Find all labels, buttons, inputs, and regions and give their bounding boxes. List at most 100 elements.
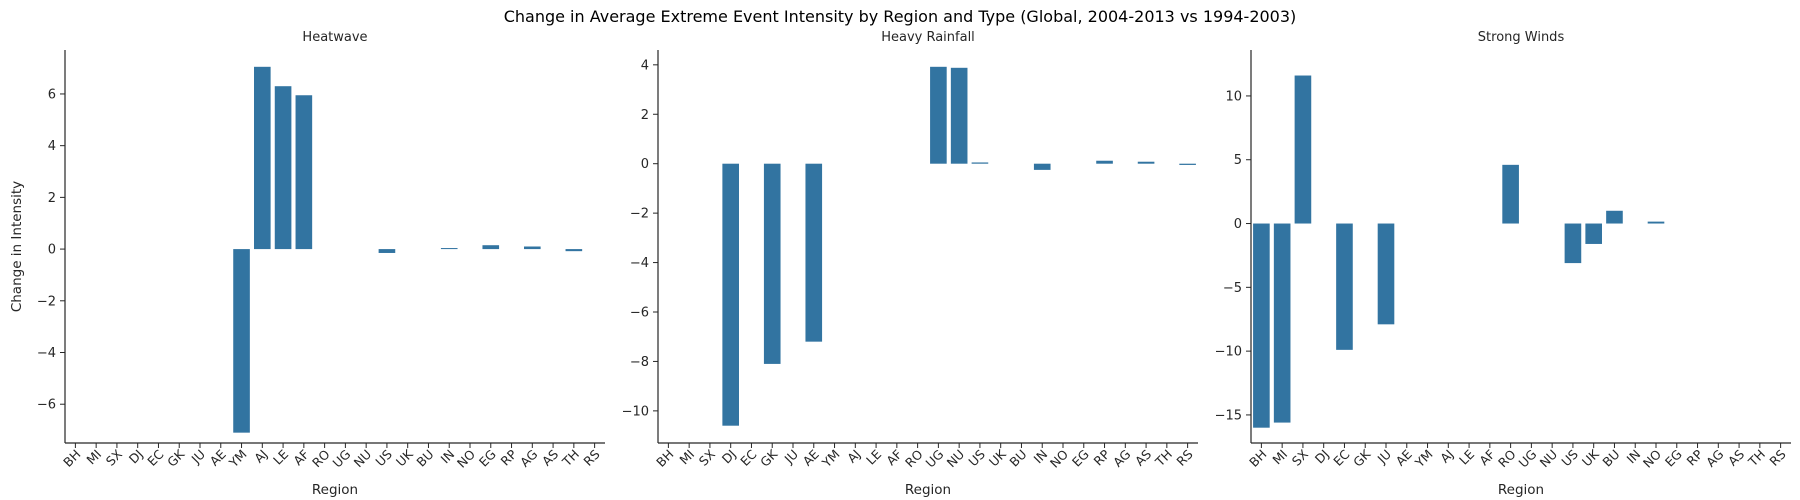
x-tick-label-ju: JU [188,447,208,467]
bar-ro [1502,164,1519,224]
x-tick-label-bu: BU [1599,447,1622,470]
y-tick-label: 2 [48,191,56,206]
x-tick-label-rs: RS [580,446,602,468]
bar-gk [763,163,781,364]
x-tick-label-ec: EC [1330,446,1353,469]
x-tick-label-in: IN [1624,447,1644,467]
y-tick-label: 4 [48,139,56,154]
bar-eg [482,245,500,250]
x-tick-label-mi: MI [83,447,104,468]
x-tick-label-bh: BH [60,447,83,470]
x-tick-label-ae: AE [207,446,229,468]
y-tick-label: −8 [630,355,649,370]
x-tick-label-le: LE [270,446,291,467]
x-tick-label-sx: SX [103,446,126,469]
bar-ag [524,246,541,250]
x-tick-label-aj: AJ [251,447,270,466]
y-tick-label: −10 [1215,345,1242,360]
y-tick-label: 0 [48,243,56,258]
x-tick-label-mi: MI [676,447,697,468]
x-tick-label-in: IN [438,447,458,467]
bar-le [274,86,292,250]
x-tick-label-bh: BH [1246,447,1269,470]
x-tick-label-aj: AJ [844,447,863,466]
bar-us [971,162,989,164]
x-tick-label-no: NO [454,446,478,470]
y-axis-label: Change in Intensity [9,181,25,312]
x-tick-label-nu: NU [1537,447,1561,471]
x-tick-label-gk: GK [757,446,781,470]
bar-ec [1336,223,1353,350]
y-tick-label: 5 [1234,153,1242,168]
x-tick-label-rp: RP [1684,446,1706,468]
x-tick-label-ae: AE [800,446,822,468]
bar-rs [1179,163,1196,165]
x-tick-label-ae: AE [1393,446,1415,468]
y-tick-label: −2 [37,294,56,309]
x-tick-label-ag: AG [517,447,540,470]
x-tick-label-nu: NU [944,447,968,471]
bar-uk [1585,223,1602,244]
bar-us [1564,223,1582,264]
bar-as [1137,161,1155,164]
x-tick-label-gk: GK [1350,446,1374,470]
x-axis-label: Region [905,482,951,498]
x-tick-label-th: TH [1152,447,1175,470]
y-tick-label: −5 [1223,281,1242,296]
bar-ym [233,249,250,433]
x-tick-label-th: TH [1745,447,1768,470]
x-tick-label-us: US [372,446,395,469]
x-tick-label-as: AS [1132,446,1154,468]
x-tick-label-no: NO [1047,446,1071,470]
y-tick-label: −6 [37,398,56,413]
y-tick-label: −4 [630,256,649,271]
x-tick-label-bu: BU [413,447,436,470]
x-tick-label-le: LE [863,446,884,467]
bar-rp [1096,160,1113,164]
bar-no [1647,221,1665,224]
x-tick-label-th: TH [559,447,582,470]
y-tick-label: −2 [630,207,649,222]
bar-ae [805,163,823,342]
x-tick-label-ro: RO [902,446,926,470]
x-tick-label-uk: UK [986,446,1009,469]
bar-aj [254,66,271,250]
x-tick-label-as: AS [1725,446,1747,468]
y-tick-label: 2 [641,108,649,123]
x-tick-label-ro: RO [309,446,333,470]
x-tick-label-bu: BU [1006,447,1029,470]
x-tick-label-rp: RP [498,446,520,468]
x-axis-label: Region [1498,482,1544,498]
x-tick-label-ro: RO [1495,446,1519,470]
y-tick-label: −10 [622,404,649,419]
y-tick-label: 4 [641,58,649,73]
x-tick-label-ym: YM [1411,447,1435,471]
x-tick-label-ug: UG [923,447,947,471]
x-tick-label-dj: DJ [1312,447,1332,467]
x-tick-label-af: AF [290,447,312,469]
x-tick-label-ec: EC [144,446,167,469]
x-tick-label-af: AF [883,447,905,469]
x-tick-label-eg: EG [476,447,499,470]
bar-us [378,249,396,253]
bar-bh [1253,223,1270,428]
x-tick-label-dj: DJ [126,447,146,467]
y-tick-label: 0 [1234,217,1242,232]
x-tick-label-uk: UK [1579,446,1602,469]
x-tick-label-ym: YM [818,447,842,471]
bar-in [440,248,458,250]
x-tick-label-nu: NU [351,447,375,471]
y-tick-label: 10 [1225,89,1242,104]
x-tick-label-in: IN [1031,447,1051,467]
x-tick-label-ug: UG [330,447,354,471]
x-tick-label-us: US [965,446,988,469]
x-tick-label-rs: RS [1173,446,1195,468]
y-tick-label: −4 [37,346,56,361]
panel-title: Heavy Rainfall [881,30,975,45]
x-tick-label-ec: EC [737,446,760,469]
x-tick-label-ym: YM [225,447,249,471]
